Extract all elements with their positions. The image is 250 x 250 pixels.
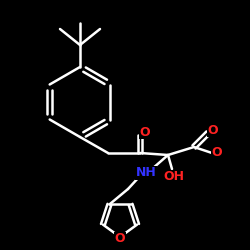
- Text: OH: OH: [164, 170, 184, 183]
- Text: O: O: [115, 232, 125, 245]
- Text: NH: NH: [136, 166, 156, 179]
- Text: O: O: [208, 124, 218, 136]
- Text: O: O: [140, 126, 150, 138]
- Text: O: O: [212, 146, 222, 160]
